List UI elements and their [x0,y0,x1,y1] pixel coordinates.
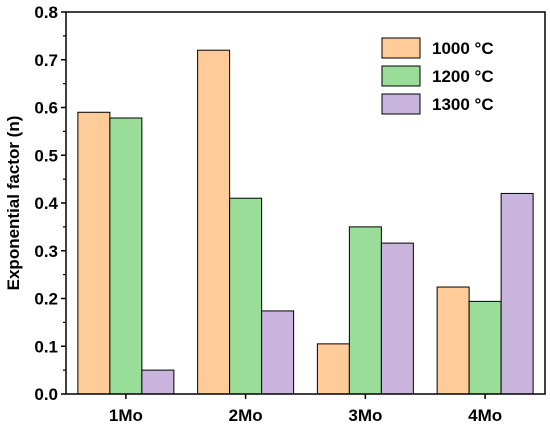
legend-swatch [381,37,421,59]
y-tick-label: 0.7 [34,51,58,70]
y-axis: 0.0 0.1 0.2 0.3 0.4 0.5 0.6 0.7 0.8 [34,3,66,404]
legend: 1000 °C 1200 °C 1300 °C [381,37,494,115]
legend-swatch [381,93,421,115]
legend-label: 1000 °C [432,39,494,58]
y-tick-label: 0.4 [34,194,58,213]
x-tick-label: 1Mo [109,406,143,425]
legend-swatch [381,65,421,87]
bar-4Mo-series-1 [436,286,470,395]
bar-4Mo-series-2 [468,300,502,395]
legend-label: 1300 °C [432,95,494,114]
y-tick-label: 0.0 [34,385,58,404]
bar-3Mo-series-1 [316,343,350,395]
y-tick-label: 0.8 [34,3,58,22]
bar-3Mo-series-2 [348,226,382,395]
bar-1Mo-series-2 [109,117,143,395]
bar-2Mo-series-2 [229,197,263,395]
bar-1Mo-series-1 [77,111,111,395]
y-tick-label: 0.1 [34,337,58,356]
y-tick-label: 0.6 [34,99,58,118]
bar-2Mo-series-3 [261,310,295,395]
legend-label: 1200 °C [432,67,494,86]
bar-3Mo-series-3 [380,242,414,395]
y-axis-title: Exponential factor (n) [4,116,23,291]
y-tick-label: 0.5 [34,146,58,165]
y-tick-label: 0.3 [34,242,58,261]
bar-4Mo-series-3 [500,192,534,395]
bar-1Mo-series-3 [141,369,175,395]
x-tick-label: 2Mo [229,406,263,425]
x-axis: 1Mo 2Mo 3Mo 4Mo [109,394,502,425]
bar-2Mo-series-1 [197,49,231,395]
bars-layer [77,49,534,395]
y-tick-label: 0.2 [34,290,58,309]
x-tick-label: 4Mo [468,406,502,425]
x-tick-label: 3Mo [348,406,382,425]
